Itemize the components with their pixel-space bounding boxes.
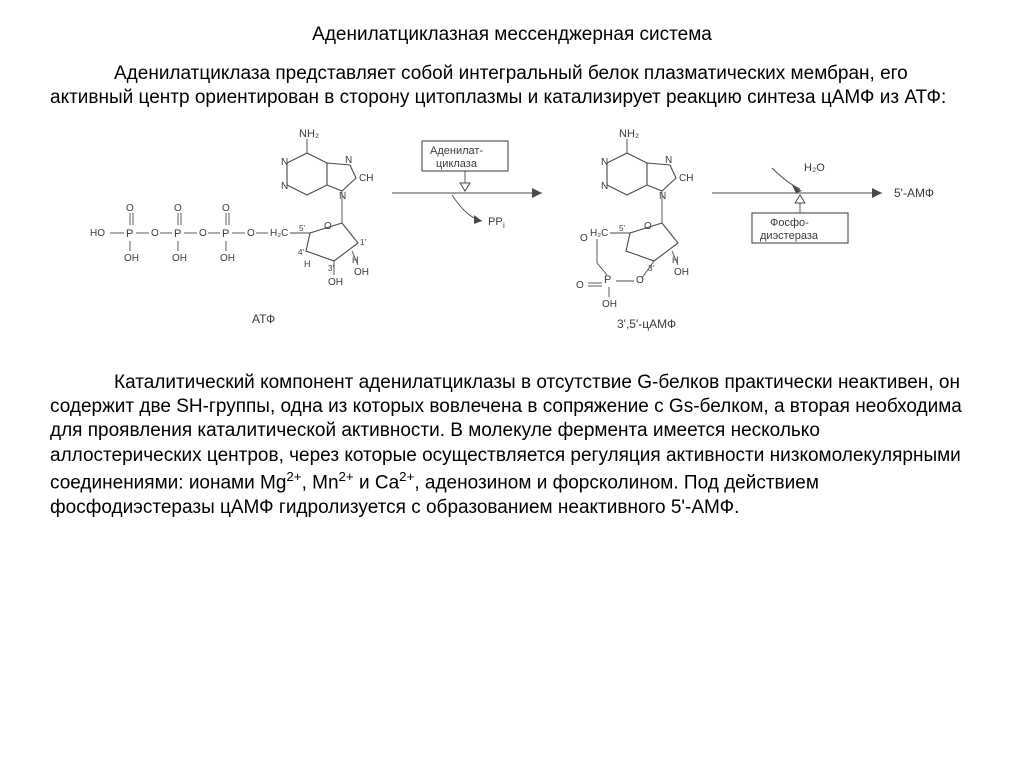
enzyme2-l2: диэстераза bbox=[760, 230, 819, 242]
n-label: N bbox=[601, 157, 608, 168]
pos-label: 1' bbox=[360, 238, 366, 247]
oh-label: OH bbox=[354, 267, 369, 278]
reaction-arrow-2: H₂O Фосфо- диэстераза bbox=[712, 162, 882, 243]
pos-label: 3' bbox=[328, 264, 334, 273]
product-label: 5'-АМФ bbox=[894, 186, 934, 200]
n-label: N bbox=[281, 157, 288, 168]
o-label: O bbox=[151, 228, 159, 239]
atp-ribose: O 5' 4' 3' 1' H H OH OH H₂C O bbox=[247, 221, 369, 288]
p-label: P bbox=[126, 228, 133, 240]
ppi-sub: i bbox=[503, 221, 505, 230]
atp-triphosphate: P O OH O P O OH O P bbox=[90, 203, 245, 264]
ho-label: HO bbox=[90, 228, 105, 239]
o-label: O bbox=[199, 228, 207, 239]
n-label: N bbox=[601, 181, 608, 192]
nh2-label: NH₂ bbox=[619, 128, 639, 140]
o-label: O bbox=[644, 221, 652, 232]
h2o-label: H₂O bbox=[804, 162, 825, 174]
ch-label: CH bbox=[679, 173, 693, 184]
o-label: O bbox=[174, 203, 182, 214]
o-label: O bbox=[222, 203, 230, 214]
oh-label: OH bbox=[328, 277, 343, 288]
n-label: N bbox=[339, 191, 346, 202]
p-label: P bbox=[604, 274, 611, 286]
o-label: O bbox=[126, 203, 134, 214]
oh-label: OH bbox=[124, 253, 139, 264]
camp-caption: 3',5'-цАМФ bbox=[617, 317, 676, 331]
oh-label: OH bbox=[220, 253, 235, 264]
camp-adenine: NH₂ N N N N CH bbox=[601, 128, 693, 223]
oh-label: OH bbox=[172, 253, 187, 264]
o-label: O bbox=[247, 228, 255, 239]
ch-label: CH bbox=[359, 173, 373, 184]
o-label: O bbox=[576, 280, 584, 291]
chemistry-svg: NH₂ N N N N CH O 5' 4' 3' 1' bbox=[52, 123, 972, 353]
p-label: P bbox=[222, 228, 229, 240]
reaction-arrow-1: PP i Аденилат- циклаза bbox=[392, 141, 542, 230]
o-label: O bbox=[580, 233, 588, 244]
n-label: N bbox=[281, 181, 288, 192]
pos-label: 5' bbox=[619, 224, 625, 233]
pos-label: 4' bbox=[298, 248, 304, 257]
o-label: O bbox=[636, 275, 644, 286]
paragraph-1: Аденилатциклаза представляет собой интег… bbox=[50, 62, 974, 111]
enzyme2-l1: Фосфо- bbox=[770, 217, 809, 229]
o-label: O bbox=[324, 221, 332, 232]
ppi-label: PP bbox=[488, 216, 503, 228]
reaction-diagram: NH₂ N N N N CH O 5' 4' 3' 1' bbox=[50, 123, 974, 353]
atp-caption: АТФ bbox=[252, 312, 275, 326]
h-label: H bbox=[304, 259, 311, 269]
camp-ribose: O 5' 3' H OH H₂C O O P bbox=[576, 221, 689, 310]
n-label: N bbox=[665, 155, 672, 166]
p-label: P bbox=[174, 228, 181, 240]
pos-label: 5' bbox=[299, 224, 305, 233]
h2c-label: H₂C bbox=[270, 228, 288, 239]
h2c-label: H₂C bbox=[590, 228, 608, 239]
oh-label: OH bbox=[674, 267, 689, 278]
atp-adenine: NH₂ N N N N CH bbox=[281, 128, 373, 223]
n-label: N bbox=[659, 191, 666, 202]
enzyme1-l2: циклаза bbox=[436, 158, 478, 170]
nh2-label: NH₂ bbox=[299, 128, 319, 140]
oh-label: OH bbox=[602, 299, 617, 310]
page-title: Аденилатциклазная мессенджерная система bbox=[50, 24, 974, 46]
paragraph-2: Каталитический компонент аденилатциклазы… bbox=[50, 371, 974, 520]
enzyme1-l1: Аденилат- bbox=[430, 145, 483, 157]
n-label: N bbox=[345, 155, 352, 166]
